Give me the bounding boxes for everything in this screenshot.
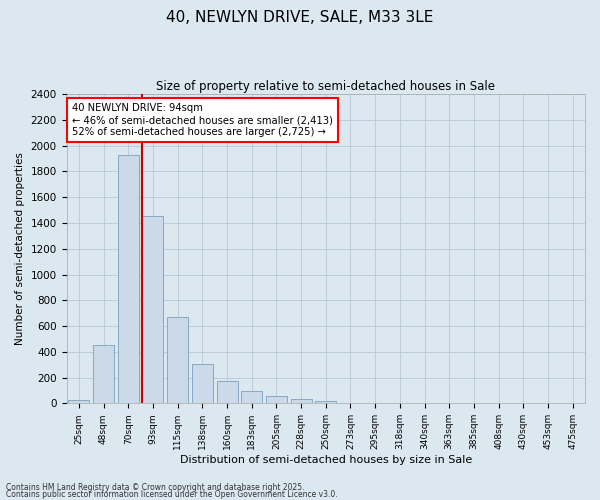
Text: Contains HM Land Registry data © Crown copyright and database right 2025.: Contains HM Land Registry data © Crown c…: [6, 484, 305, 492]
Title: Size of property relative to semi-detached houses in Sale: Size of property relative to semi-detach…: [156, 80, 495, 93]
Bar: [93, 346, 114, 404]
Bar: [290, 399, 311, 404]
X-axis label: Distribution of semi-detached houses by size in Sale: Distribution of semi-detached houses by …: [179, 455, 472, 465]
Bar: [68, 400, 89, 404]
Bar: [315, 401, 336, 404]
Bar: [192, 364, 213, 404]
Bar: [118, 154, 139, 404]
Bar: [241, 391, 262, 404]
Bar: [217, 381, 238, 404]
Text: 40, NEWLYN DRIVE, SALE, M33 3LE: 40, NEWLYN DRIVE, SALE, M33 3LE: [166, 10, 434, 25]
Y-axis label: Number of semi-detached properties: Number of semi-detached properties: [15, 152, 25, 345]
Bar: [167, 317, 188, 404]
Bar: [142, 216, 163, 404]
Text: 40 NEWLYN DRIVE: 94sqm
← 46% of semi-detached houses are smaller (2,413)
52% of : 40 NEWLYN DRIVE: 94sqm ← 46% of semi-det…: [72, 104, 332, 136]
Bar: [266, 396, 287, 404]
Text: Contains public sector information licensed under the Open Government Licence v3: Contains public sector information licen…: [6, 490, 338, 499]
